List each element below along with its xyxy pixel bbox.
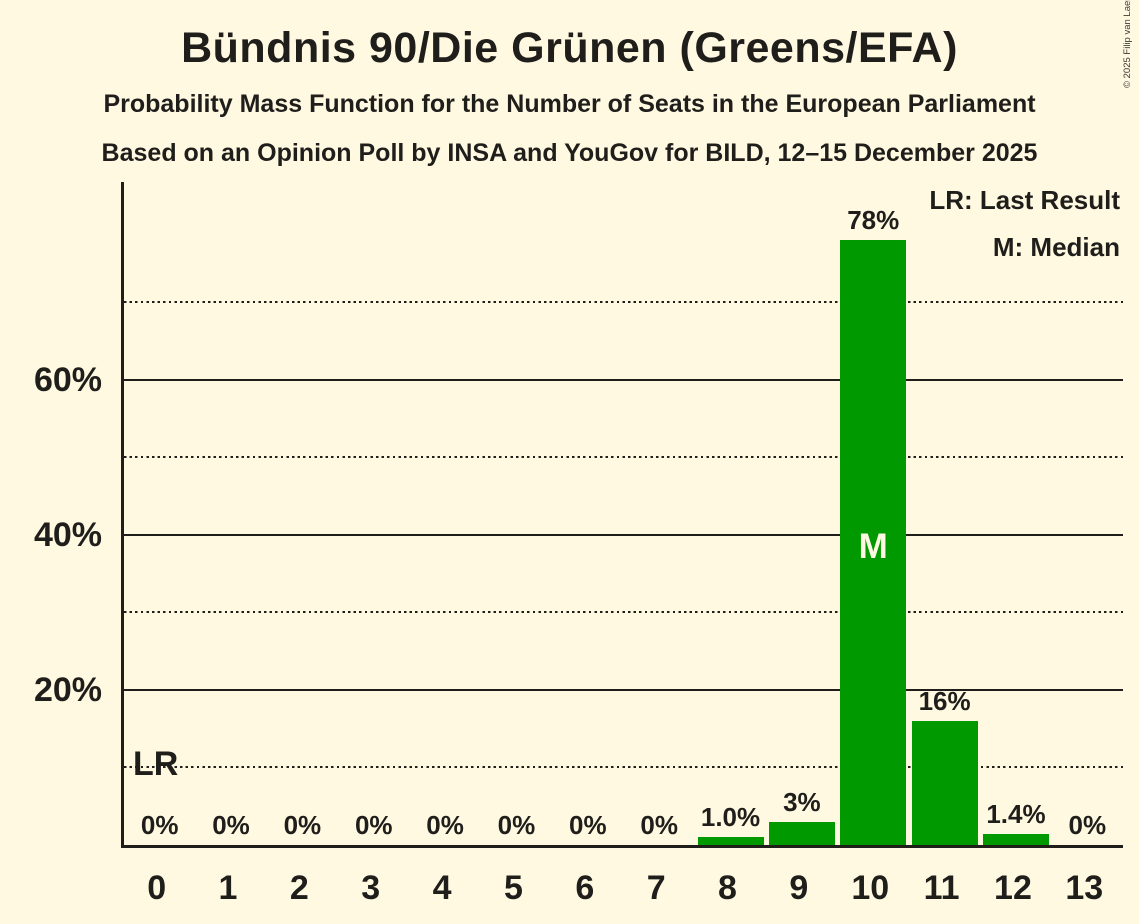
gridline-dotted-30 (124, 611, 1123, 614)
gridline-dotted-50 (124, 456, 1123, 459)
gridline-solid-20 (124, 688, 1123, 691)
chart-title: Bündnis 90/Die Grünen (Greens/EFA) (181, 24, 958, 72)
bar-seat-8 (697, 837, 764, 845)
gridline-dotted-10 (124, 766, 1123, 769)
bar-value-label-seat-5: 0% (497, 810, 536, 840)
y-axis-tick-label-40%: 40% (33, 515, 102, 554)
bar-value-label-seat-8: 1.0% (700, 802, 761, 833)
x-axis-label-seat-12: 12 (994, 869, 1032, 907)
x-axis-label-seat-13: 13 (1065, 869, 1104, 907)
x-axis-label-seat-1: 1 (218, 869, 238, 907)
bar-value-label-seat-6: 0% (569, 810, 607, 840)
bar-seat-9 (768, 821, 835, 845)
x-axis-label-seat-2: 2 (289, 869, 309, 907)
bar-value-label-seat-10: 78% (847, 205, 900, 236)
bar-value-label-seat-13: 0% (1068, 810, 1107, 840)
bar-seat-12 (982, 834, 1049, 845)
gridline-dotted-70 (124, 301, 1123, 304)
bar-seat-10 (840, 240, 907, 845)
copyright-notice: © 2025 Filip van Laenen (1122, 0, 1133, 88)
x-axis-label-seat-6: 6 (575, 869, 595, 907)
x-axis-label-seat-0: 0 (147, 869, 167, 907)
gridline-solid-40 (124, 533, 1123, 536)
chart-source-line: Based on an Opinion Poll by INSA and You… (101, 139, 1038, 167)
gridline-solid-60 (124, 378, 1123, 381)
chart-subtitle: Probability Mass Function for the Number… (103, 90, 1036, 118)
x-axis-label-seat-4: 4 (432, 869, 452, 907)
x-axis-label-seat-8: 8 (718, 869, 737, 907)
bar-value-label-seat-1: 0% (212, 810, 250, 840)
plot-area: LR 0% 0% 0% 0% 0% 0% 0% 0% 1.0% 3% 78% 16% 1.4% 0% M (121, 182, 1123, 848)
x-axis-label-seat-9: 9 (789, 869, 809, 907)
median-marker: M (858, 527, 888, 566)
bar-value-label-seat-12: 1.4% (986, 799, 1046, 830)
x-axis-label-seat-3: 3 (361, 869, 381, 907)
bar-value-label-seat-3: 0% (354, 810, 393, 840)
x-axis-label-seat-7: 7 (646, 869, 666, 907)
x-axis-label-seat-5: 5 (503, 869, 523, 907)
legend-median: M: Median (992, 232, 1120, 262)
x-axis-label-seat-11: 11 (923, 869, 960, 907)
x-axis-label-seat-10: 10 (851, 869, 890, 907)
legend-last-result: LR: Last Result (929, 185, 1120, 215)
bar-value-label-seat-2: 0% (283, 810, 322, 840)
bar-value-label-seat-9: 3% (783, 786, 821, 817)
bar-value-label-seat-0: 0% (140, 810, 179, 840)
bar-value-label-seat-4: 0% (426, 810, 464, 840)
bar-value-label-seat-11: 16% (918, 685, 971, 716)
y-axis-tick-label-60%: 60% (33, 360, 102, 399)
bar-value-label-seat-7: 0% (640, 810, 678, 840)
last-result-marker: LR (133, 745, 179, 783)
bar-seat-11 (911, 720, 978, 845)
y-axis-tick-label-20%: 20% (33, 670, 102, 709)
